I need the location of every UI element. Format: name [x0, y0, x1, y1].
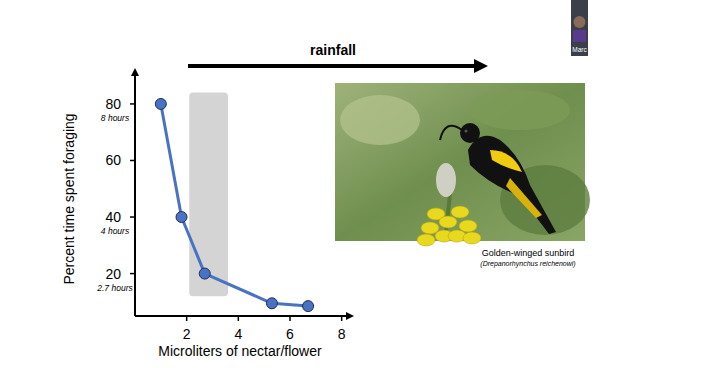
annotation: 4 hours: [101, 226, 130, 236]
bird-eye: [465, 130, 468, 133]
x-tick: [186, 316, 188, 321]
x-axis-label: Microliters of nectar/flower: [158, 343, 322, 359]
annotation: 2.7 hours: [96, 283, 133, 293]
y-tick-label: 40: [105, 209, 121, 225]
arrow-label: rainfall: [310, 42, 356, 58]
y-axis-label: Percent time spent foraging: [61, 113, 77, 284]
y-tick: [130, 103, 135, 105]
thumbnail-frame: [571, 0, 588, 56]
thumbnail-label: Marc: [572, 46, 587, 53]
bird-head: [460, 123, 480, 143]
photo-leaf: [470, 90, 570, 130]
photo-flower: [439, 216, 457, 228]
photo-species: (Drepanorhynchus reichenowi): [480, 260, 575, 268]
data-point: [199, 268, 210, 279]
x-tick: [238, 316, 240, 321]
thumbnail: Marc: [571, 0, 588, 56]
photo-background: [335, 83, 585, 241]
data-point: [155, 98, 166, 109]
data-point: [266, 298, 277, 309]
x-tick-label: 4: [234, 326, 242, 342]
photo-flower: [451, 206, 469, 218]
photo-flower-bud: [436, 163, 456, 197]
bird-tail-edge: [506, 178, 542, 218]
photo-caption: Golden-winged sunbird: [482, 248, 575, 258]
rainfall-arrow: [188, 64, 478, 68]
x-tick-label: 8: [338, 326, 346, 342]
y-tick: [130, 216, 135, 218]
photo-flower: [421, 222, 439, 234]
photo: [335, 83, 590, 246]
thumbnail-face: [574, 16, 586, 28]
x-tick-label: 2: [183, 326, 191, 342]
y-tick: [130, 160, 135, 162]
thumbnail-shirt: [573, 30, 586, 42]
x-tick: [341, 316, 343, 321]
x-axis-line: [135, 315, 352, 317]
y-axis-line: [134, 70, 136, 316]
data-point: [176, 212, 187, 223]
bird-wing: [490, 150, 522, 172]
data-point: [303, 301, 314, 312]
photo-blur: [340, 95, 420, 145]
x-tick-label: 6: [286, 326, 294, 342]
plot-area: [155, 93, 313, 312]
photo-flower: [463, 232, 481, 244]
bird-body: [468, 136, 556, 234]
y-tick: [130, 273, 135, 275]
data-line: [161, 104, 308, 306]
annotation: 8 hours: [101, 113, 130, 123]
y-tick-label: 20: [105, 266, 121, 282]
y-tick-label: 60: [105, 152, 121, 168]
bird-beak: [440, 126, 462, 140]
photo-flower: [459, 220, 477, 232]
page: {"chart_data": {"type": "line", "x": [1,…: [0, 0, 716, 368]
shaded-region: [189, 93, 228, 297]
y-tick-label: 80: [105, 96, 121, 112]
x-tick: [289, 316, 291, 321]
photo-flower: [417, 234, 435, 246]
chart-canvas: 20 40 60 80 2 4 6 8 8 hours 4 hours 2.7 hours Perce…: [0, 0, 716, 368]
